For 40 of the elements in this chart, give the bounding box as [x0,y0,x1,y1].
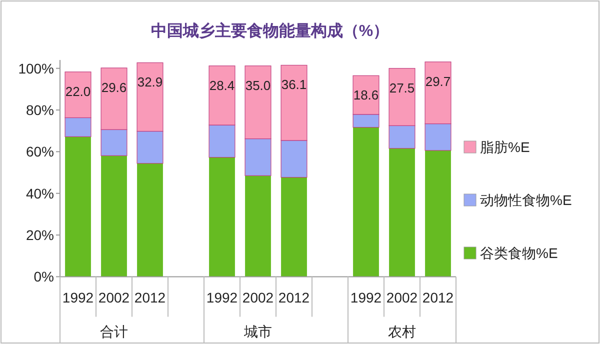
x-tick-label: 2012 [422,290,454,306]
data-label: 29.6 [101,80,127,95]
y-tick-label: 80% [26,102,54,118]
y-tick-label: 100% [18,60,54,76]
data-label: 22.0 [65,84,91,99]
y-tick-label: 60% [26,144,54,160]
data-label: 27.5 [389,80,415,96]
x-tick-label: 2002 [98,290,130,306]
text: 合计 [100,324,128,340]
legend-label: 脂肪%E [480,139,530,155]
bar [389,148,415,277]
x-tick-label: 2002 [242,290,274,306]
x-tick-label: 1992 [206,290,238,306]
x-tick-label: 2002 [386,290,418,306]
text: 农村 [388,324,416,340]
chart-title: 中国城乡主要食物能量构成（%） [150,21,390,40]
data-label: 32.9 [137,74,163,90]
legend-label: 谷类食物%E [480,245,558,261]
bar [137,163,163,277]
data-label: 35.0 [245,78,271,93]
bar [425,150,451,277]
x-tick-label: 1992 [62,290,94,306]
y-tick-label: 40% [26,185,54,202]
data-label: 36.1 [281,77,307,92]
x-tick-label: 1992 [350,290,382,306]
bar [245,176,271,277]
bar [353,127,379,277]
data-label: 28.4 [209,78,235,93]
legend-label: 动物性食物%E [480,192,572,208]
bar [65,136,91,277]
data-label: 29.7 [425,74,451,89]
data-label: 18.6 [353,88,379,103]
bar [101,156,127,277]
bar [281,177,307,277]
x-tick-label: 2012 [134,290,166,306]
bar [209,157,235,277]
x-tick-label: 2012 [278,290,310,306]
y-tick-label: 20% [26,227,54,244]
y-tick-label: 0% [34,268,54,285]
text: 城市 [243,324,272,340]
